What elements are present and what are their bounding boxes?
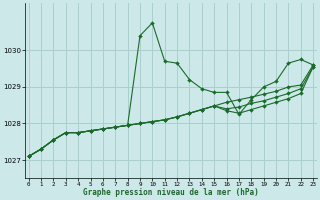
X-axis label: Graphe pression niveau de la mer (hPa): Graphe pression niveau de la mer (hPa) (83, 188, 259, 197)
